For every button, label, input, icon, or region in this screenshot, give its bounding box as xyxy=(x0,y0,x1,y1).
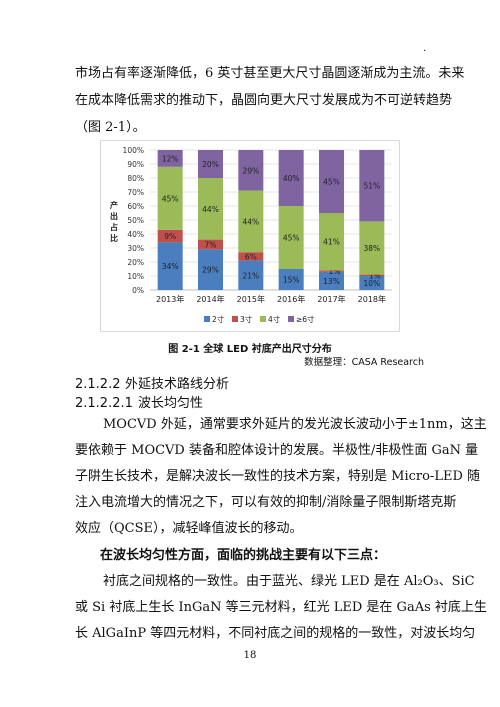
bar-segment xyxy=(238,252,264,261)
bar-segment xyxy=(278,206,304,269)
data-label: 10% xyxy=(363,279,380,288)
bar-segment xyxy=(157,242,183,290)
data-label: 45% xyxy=(162,194,179,203)
legend-swatch xyxy=(232,316,238,322)
data-label: 6% xyxy=(245,252,257,261)
y-tick-label: 70% xyxy=(127,188,144,197)
bar-segment xyxy=(238,190,264,253)
y-axis-label-char: 出 xyxy=(110,211,118,221)
data-label: 29% xyxy=(202,266,219,275)
data-label: 29% xyxy=(242,166,259,175)
para1-line-1: MOCVD 外延，通常要求外延片的发光波长波动小于±1nm，这主 xyxy=(103,417,487,432)
para2-line-2: 或 Si 衬底上生长 InGaN 等三元材料，红光 LED 是在 GaAs 衬底… xyxy=(75,600,487,615)
y-tick-label: 0% xyxy=(132,286,144,295)
challenges-lead: 在波长均匀性方面，面临的挑战主要有以下三点： xyxy=(100,548,387,563)
y-tick-label: 60% xyxy=(127,202,144,211)
data-label: 45% xyxy=(323,178,340,187)
y-axis-label-char: 占 xyxy=(110,222,118,232)
x-tick-label: 2013年 xyxy=(156,294,184,304)
data-label: 45% xyxy=(283,234,300,243)
data-label: 51% xyxy=(363,182,380,191)
y-axis-label-char: 比 xyxy=(110,233,118,243)
section-heading-2-1-2-2: 2.1.2.2 外延技术路线分析 xyxy=(75,373,229,392)
x-tick-label: 2014年 xyxy=(196,294,224,304)
page-number: 18 xyxy=(243,650,257,661)
legend-swatch xyxy=(260,316,266,322)
para1-line-2: 要依赖于 MOCVD 装备和腔体设计的发展。半极性/非极性面 GaN 量 xyxy=(75,443,479,458)
bar-segment xyxy=(359,150,385,222)
bar-segment xyxy=(238,260,264,290)
figure-source: 数据整理：CASA Research xyxy=(304,357,424,368)
heading-text: 外延技术路线分析 xyxy=(125,377,230,392)
data-label: 9% xyxy=(164,232,176,241)
para1-line-3: 子阱生长技术，是解决波长一致性的技术方案，特别是 Micro-LED 随 xyxy=(75,469,480,484)
x-tick-label: 2018年 xyxy=(358,294,386,304)
bar-segment xyxy=(238,150,264,191)
y-tick-label: 30% xyxy=(127,244,144,253)
data-label: 20% xyxy=(202,160,219,169)
bar-segment xyxy=(359,274,385,276)
legend-label: 2寸 xyxy=(212,314,225,324)
x-tick-label: 2016年 xyxy=(277,294,305,304)
data-label: 44% xyxy=(202,205,219,214)
bar-segment xyxy=(318,270,345,272)
heading-text: 波长均匀性 xyxy=(138,396,204,411)
intro-line-1: 市场占有率逐渐降低，6 英寸甚至更大尺寸晶圆逐渐成为主流。未来 xyxy=(75,66,465,81)
legend-label: 3寸 xyxy=(240,314,253,324)
para1-line-4: 注入电流增大的情况之下，可以有效的抑制/消除量子限制斯塔克斯 xyxy=(75,495,457,510)
data-label: 41% xyxy=(323,238,340,247)
legend-swatch xyxy=(288,316,294,322)
bar-segment xyxy=(157,150,183,167)
bar-segment xyxy=(278,150,304,206)
y-tick-label: 80% xyxy=(127,174,144,183)
y-tick-label: 40% xyxy=(127,230,144,239)
data-label: 38% xyxy=(363,244,380,253)
data-label: 7% xyxy=(205,241,217,250)
corner-mark: . xyxy=(423,43,427,54)
para2-line-1: 衬底之间规格的一致性。由于蓝光、绿光 LED 是在 Al₂O₃、SiC xyxy=(103,574,475,589)
bar-segment xyxy=(278,269,304,290)
substrate-size-chart: 0% 10% 20% 30% 40% 50% 60% 70% 80% 90% 100% 34% 9% 4… xyxy=(100,140,400,332)
legend-swatch xyxy=(204,316,210,322)
bar-segment xyxy=(197,150,224,178)
data-label: 34% xyxy=(162,262,179,271)
data-label: 21% xyxy=(242,271,259,280)
data-label: 15% xyxy=(283,276,300,285)
bar-segment xyxy=(197,239,224,250)
bar-segment xyxy=(318,150,345,213)
bar-segment xyxy=(318,213,345,271)
y-axis-label-char: 产 xyxy=(110,200,118,210)
heading-number: 2.1.2.2 xyxy=(75,377,121,392)
data-label: 13% xyxy=(323,277,340,286)
y-tick-label: 50% xyxy=(127,216,144,225)
bar-segment xyxy=(157,229,183,243)
y-tick-label: 10% xyxy=(127,272,144,281)
y-tick-label: 20% xyxy=(127,258,144,267)
figure-caption: 图 2-1 全球 LED 衬底产出尺寸分布 xyxy=(168,344,332,355)
data-label: 1% xyxy=(329,267,341,276)
para1-line-5: 效应（QCSE），减轻峰值波长的移动。 xyxy=(75,521,303,536)
data-label: 40% xyxy=(283,174,300,183)
x-tick-label: 2017年 xyxy=(317,294,345,304)
bar-segment xyxy=(197,249,224,290)
intro-line-3: （图 2-1）。 xyxy=(75,120,146,135)
x-tick-label: 2015年 xyxy=(237,294,265,304)
data-label: 44% xyxy=(242,217,259,226)
y-tick-label: 90% xyxy=(127,160,144,169)
legend-label: 4寸 xyxy=(268,314,281,324)
para2-line-3: 长 AlGaInP 等四元材料，不同衬底之间的规格的一致性，对波长均匀 xyxy=(75,626,476,641)
bar-segment xyxy=(197,178,224,240)
bar-segment xyxy=(318,271,345,290)
data-label: 1% xyxy=(369,271,381,280)
bar-segment xyxy=(359,276,385,290)
y-tick-label: 100% xyxy=(123,146,144,155)
section-heading-2-1-2-2-1: 2.1.2.2.1 波长均匀性 xyxy=(75,392,203,411)
heading-number: 2.1.2.2.1 xyxy=(75,396,133,411)
bar-segment xyxy=(157,166,183,230)
legend-label: ≥6寸 xyxy=(296,314,315,324)
data-label: 12% xyxy=(162,154,179,163)
intro-line-2: 在成本降低需求的推动下，晶圆向更大尺寸发展成为不可逆转趋势 xyxy=(75,93,453,108)
bar-segment xyxy=(359,221,385,275)
